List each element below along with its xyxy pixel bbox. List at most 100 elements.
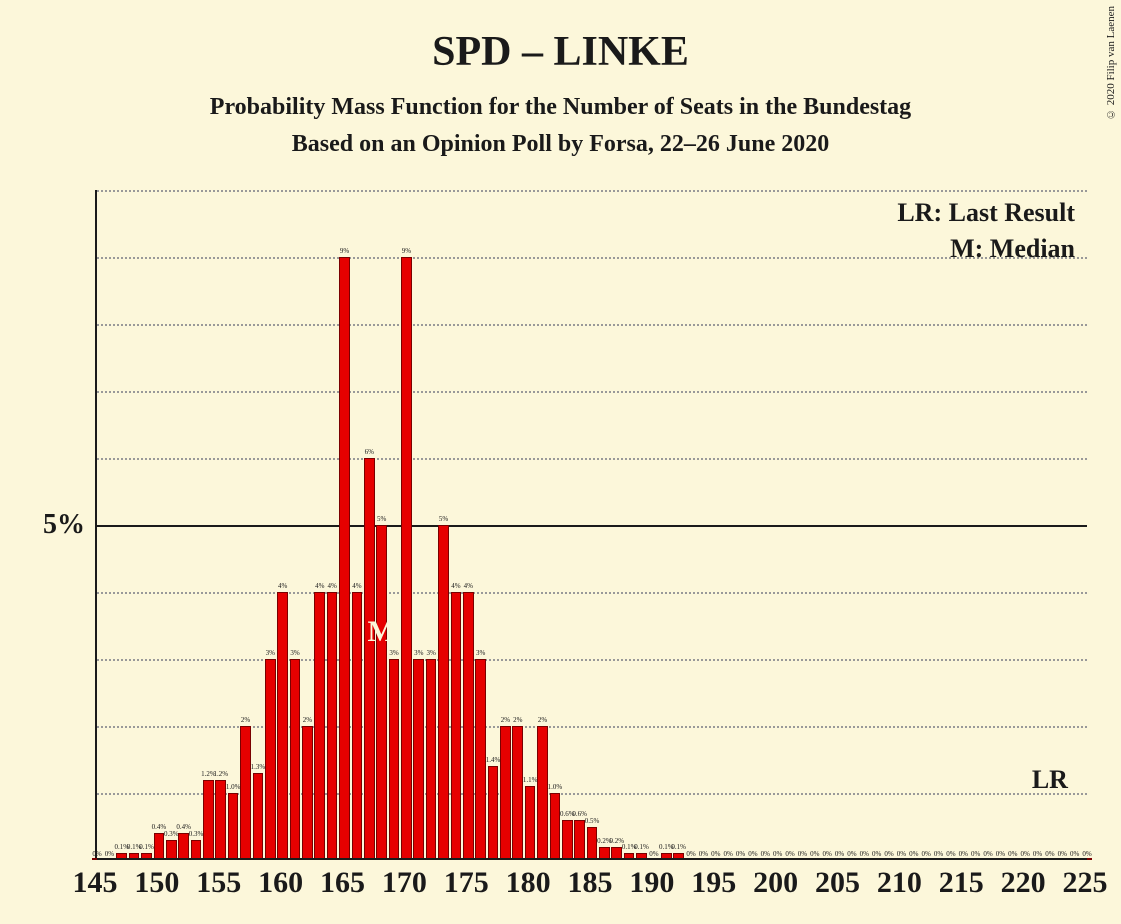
bar-value-label: 0%	[810, 850, 819, 858]
bar-value-label: 0%	[649, 850, 658, 858]
bar-value-label: 0%	[785, 850, 794, 858]
bar-value-label: 0%	[1033, 850, 1042, 858]
bar-value-label: 3%	[426, 649, 435, 657]
bar-value-label: 0%	[983, 850, 992, 858]
bar-value-label: 0%	[909, 850, 918, 858]
x-tick-label: 220	[1001, 866, 1046, 900]
x-tick-label: 150	[134, 866, 179, 900]
bar-value-label: 0%	[1058, 850, 1067, 858]
bar	[228, 793, 239, 860]
bar	[550, 793, 561, 860]
bar	[178, 833, 189, 860]
bar	[488, 766, 499, 860]
bar-value-label: 0.5%	[585, 817, 600, 825]
bar	[500, 726, 511, 860]
bar-value-label: 0%	[1045, 850, 1054, 858]
bar	[352, 592, 363, 860]
bar	[401, 257, 412, 860]
bar-value-label: 4%	[352, 582, 361, 590]
x-tick-label: 170	[382, 866, 427, 900]
bar	[574, 820, 585, 860]
chart-title: SPD – LINKE	[0, 0, 1121, 76]
bar-value-label: 0%	[897, 850, 906, 858]
bar-value-label: 3%	[290, 649, 299, 657]
bar-value-label: 4%	[327, 582, 336, 590]
copyright-text: © 2020 Filip van Laenen	[1105, 6, 1117, 120]
x-tick-label: 145	[73, 866, 118, 900]
bar	[451, 592, 462, 860]
bar-value-label: 0%	[699, 850, 708, 858]
bar-value-label: 1.0%	[226, 783, 241, 791]
bar	[562, 820, 573, 860]
x-tick-label: 180	[506, 866, 551, 900]
bar-value-label: 0%	[835, 850, 844, 858]
bar-value-label: 0%	[946, 850, 955, 858]
bar-value-label: 0%	[105, 850, 114, 858]
bar-value-label: 2%	[241, 716, 250, 724]
bar-value-label: 0%	[847, 850, 856, 858]
bar-value-label: 4%	[464, 582, 473, 590]
bar-value-label: 4%	[315, 582, 324, 590]
chart-subtitle-1: Probability Mass Function for the Number…	[0, 76, 1121, 121]
bar-value-label: 0%	[711, 850, 720, 858]
bar	[389, 659, 400, 860]
bar-value-label: 5%	[439, 515, 448, 523]
bar-value-label: 0%	[934, 850, 943, 858]
bar-value-label: 0.1%	[139, 843, 154, 851]
bar-value-label: 0%	[798, 850, 807, 858]
bar	[587, 827, 598, 861]
bar	[512, 726, 523, 860]
x-tick-label: 160	[258, 866, 303, 900]
bar-value-label: 0%	[1020, 850, 1029, 858]
x-tick-label: 225	[1063, 866, 1108, 900]
x-tick-label: 195	[691, 866, 736, 900]
x-tick-label: 175	[444, 866, 489, 900]
bar-value-label: 0%	[1082, 850, 1091, 858]
bar-value-label: 0.1%	[634, 843, 649, 851]
x-tick-label: 210	[877, 866, 922, 900]
bar	[364, 458, 375, 860]
bar	[525, 786, 536, 860]
bar-value-label: 2%	[538, 716, 547, 724]
bar-value-label: 9%	[402, 247, 411, 255]
chart-subtitle-2: Based on an Opinion Poll by Forsa, 22–26…	[0, 121, 1121, 158]
bar-value-label: 0%	[773, 850, 782, 858]
x-tick-label: 185	[568, 866, 613, 900]
bar-value-label: 1.3%	[251, 763, 266, 771]
bar-value-label: 2%	[513, 716, 522, 724]
bar-value-label: 0%	[736, 850, 745, 858]
bar-value-label: 1.4%	[486, 756, 501, 764]
bar	[413, 659, 424, 860]
bar-value-label: 2%	[303, 716, 312, 724]
bar-value-label: 5%	[377, 515, 386, 523]
bar-value-label: 0%	[1008, 850, 1017, 858]
bar	[302, 726, 313, 860]
bar-value-label: 0%	[971, 850, 980, 858]
bar-value-label: 3%	[266, 649, 275, 657]
chart-container: SPD – LINKE Probability Mass Function fo…	[0, 0, 1121, 924]
bar-value-label: 2%	[501, 716, 510, 724]
x-tick-label: 155	[196, 866, 241, 900]
bar	[240, 726, 251, 860]
x-tick-label: 190	[629, 866, 674, 900]
chart-region: 0%0%0.1%0.1%0.1%0.4%0.3%0.4%0.3%1.2%1.2%…	[95, 190, 1085, 860]
bar	[290, 659, 301, 860]
bar-value-label: 3%	[476, 649, 485, 657]
bar-value-label: 0%	[884, 850, 893, 858]
bar	[339, 257, 350, 860]
x-tick-label: 200	[753, 866, 798, 900]
bar-value-label: 3%	[414, 649, 423, 657]
bar-value-label: 1.2%	[213, 770, 228, 778]
median-marker: M	[367, 615, 395, 649]
bar	[215, 780, 226, 860]
bar	[376, 525, 387, 860]
bar	[426, 659, 437, 860]
bar-value-label: 0%	[959, 850, 968, 858]
bar-value-label: 0%	[686, 850, 695, 858]
last-result-marker: LR	[1032, 765, 1068, 795]
bar-value-label: 0%	[872, 850, 881, 858]
bar	[327, 592, 338, 860]
bar-value-label: 3%	[389, 649, 398, 657]
bar-value-label: 1.0%	[548, 783, 563, 791]
bar-value-label: 0%	[921, 850, 930, 858]
